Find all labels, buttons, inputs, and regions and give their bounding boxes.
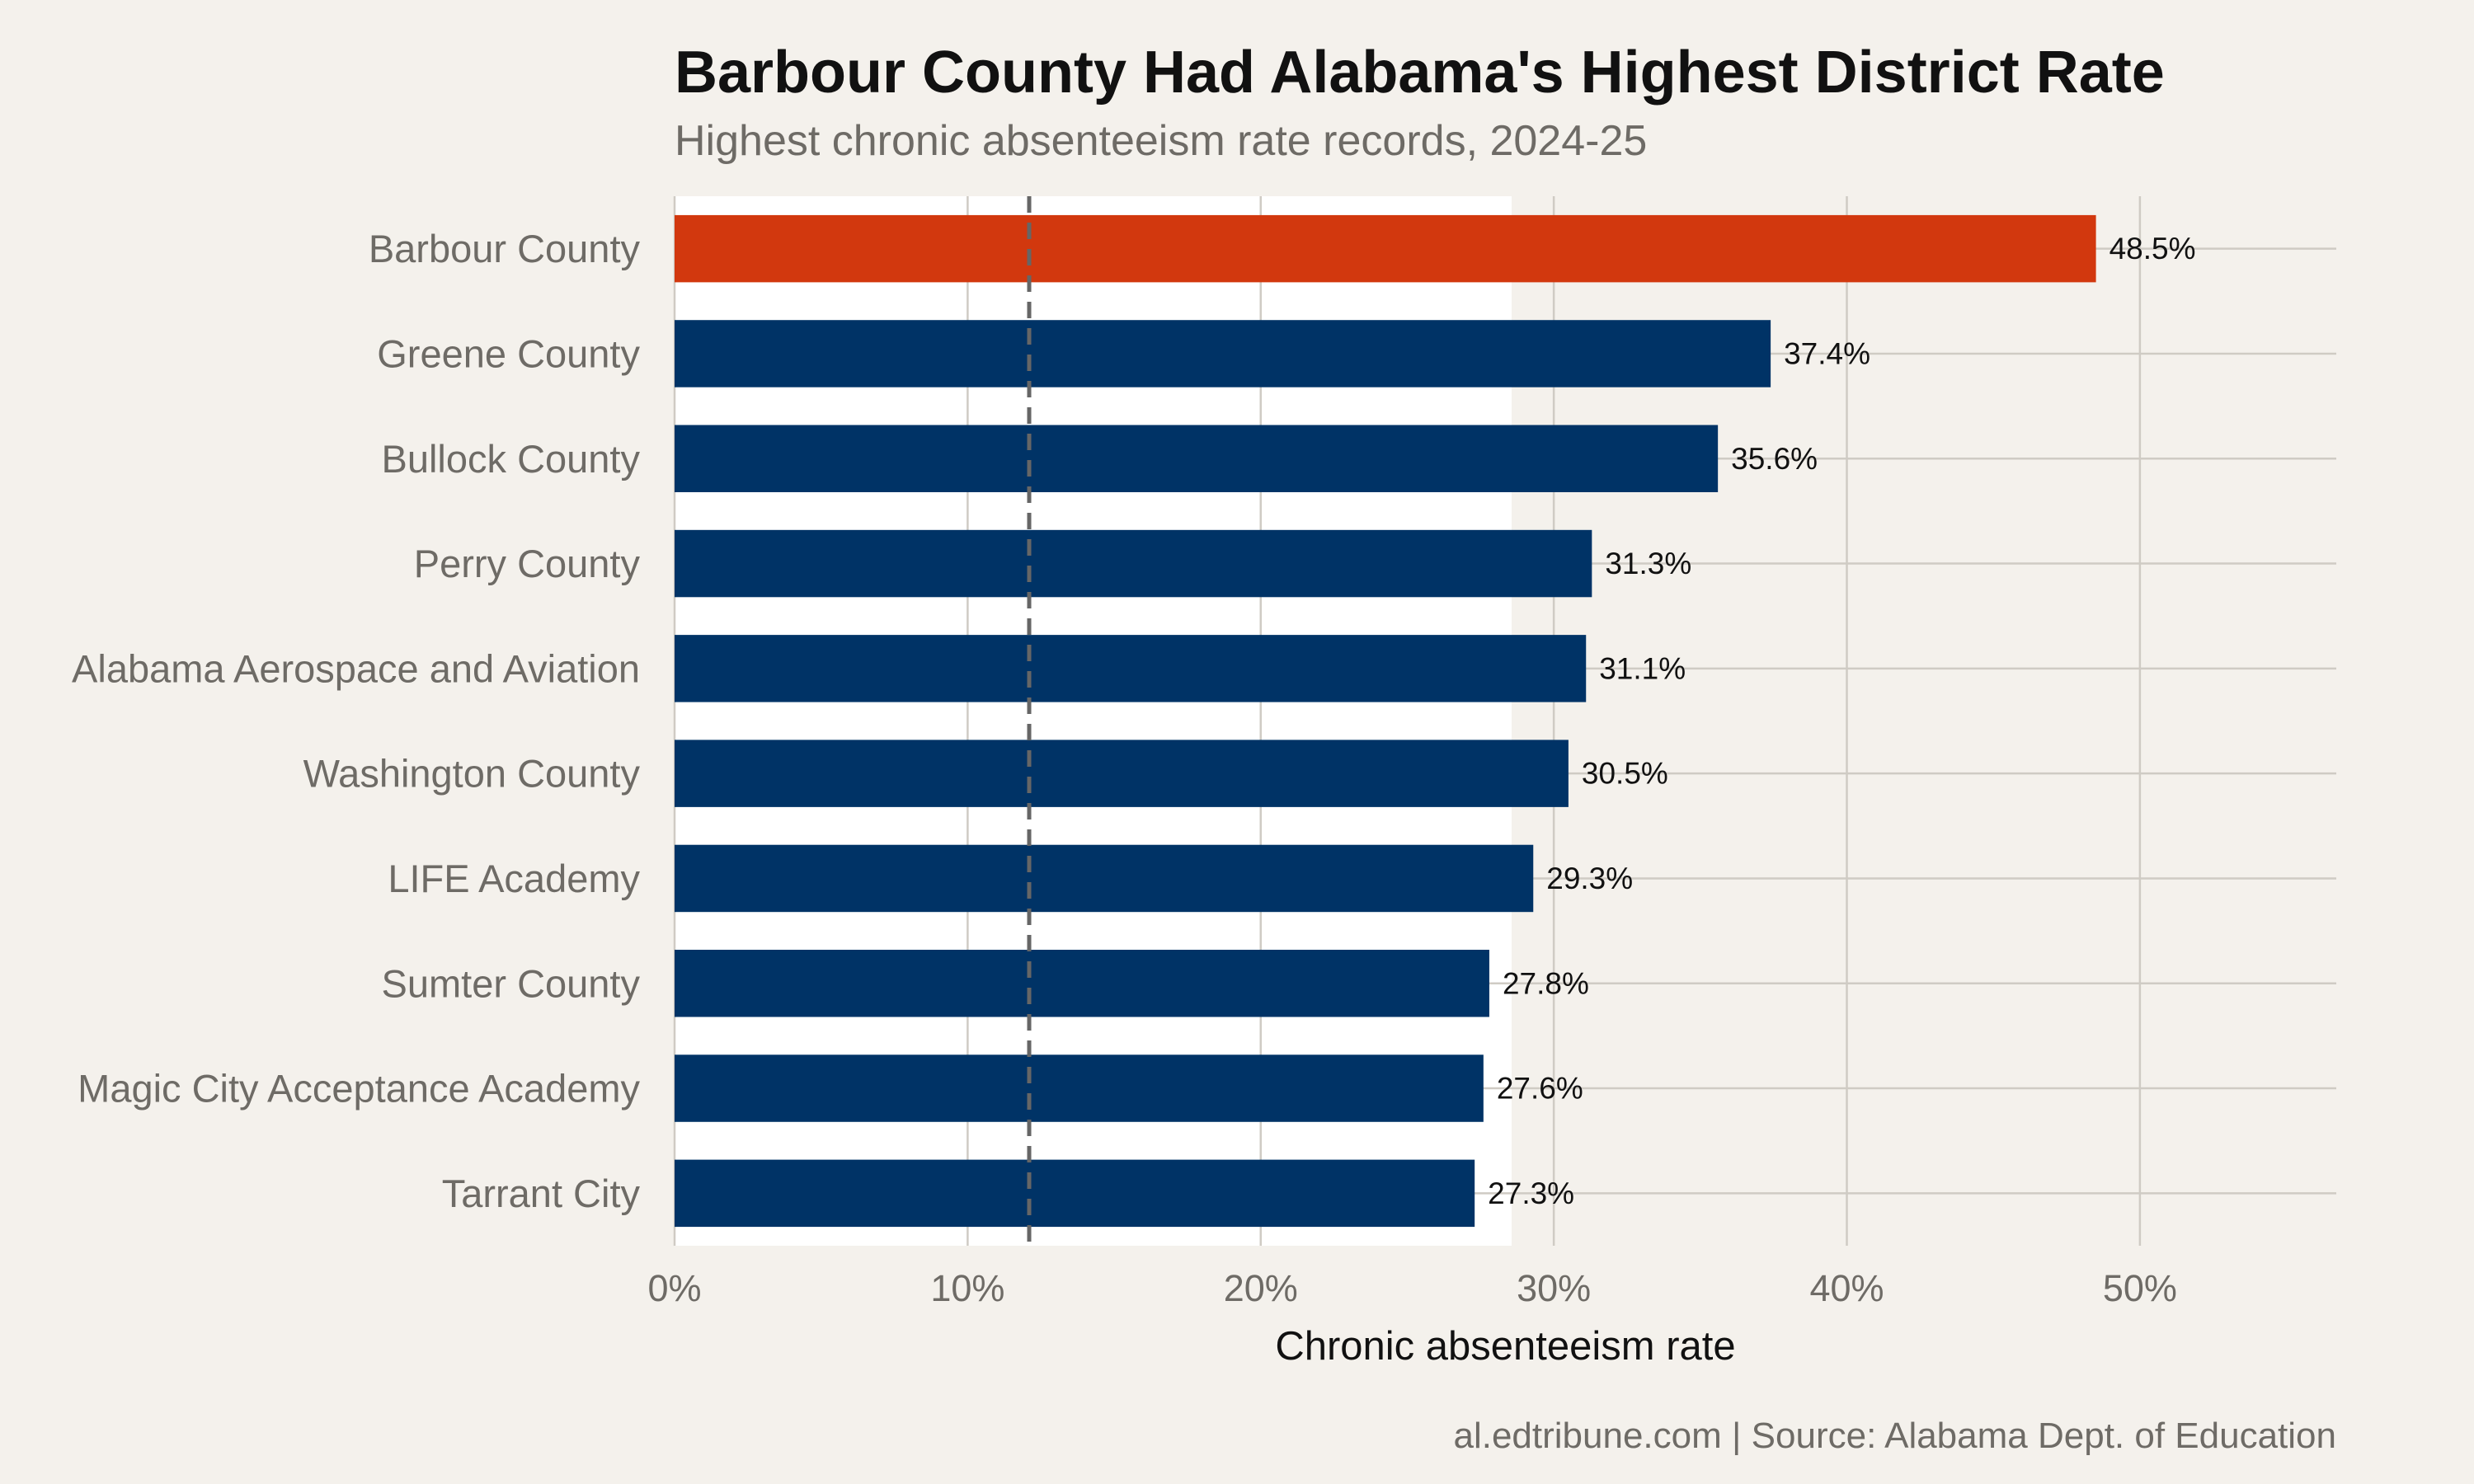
category-label: Barbour County [369, 227, 641, 270]
bar-highlight [675, 214, 2096, 283]
value-label: 35.6% [1731, 442, 1818, 476]
category-labels: Barbour County Greene County Bullock Count… [72, 227, 640, 1215]
value-label: 27.3% [1488, 1176, 1574, 1210]
category-label: Tarrant City [442, 1172, 641, 1215]
bar [675, 950, 1489, 1017]
x-tick-label: 40% [1809, 1267, 1884, 1309]
x-tick-label: 0% [647, 1267, 701, 1309]
x-axis-title: Chronic absenteeism rate [1275, 1324, 1735, 1369]
category-label: LIFE Academy [388, 857, 640, 900]
value-label: 31.1% [1599, 651, 1686, 685]
bar [675, 635, 1587, 702]
chart-subtitle: Highest chronic absenteeism rate records… [675, 117, 1648, 165]
x-tick-label: 10% [930, 1267, 1004, 1309]
x-tick-labels: 0% 10% 20% 30% 40% 50% [647, 1267, 2176, 1309]
bar [675, 740, 1569, 807]
category-label: Bullock County [382, 437, 641, 481]
bars [675, 214, 2096, 1228]
category-label: Magic City Acceptance Academy [78, 1067, 640, 1111]
x-tick-label: 20% [1224, 1267, 1298, 1309]
bar [675, 1054, 1484, 1122]
value-label: 48.5% [2109, 232, 2196, 265]
chart-title: Barbour County Had Alabama's Highest Dis… [675, 40, 2165, 106]
value-label: 27.8% [1503, 966, 1589, 1000]
bar [675, 1159, 1475, 1228]
category-label: Perry County [414, 542, 641, 585]
value-label: 30.5% [1582, 757, 1668, 791]
category-label: Alabama Aerospace and Aviation [72, 646, 640, 690]
value-label: 31.3% [1605, 547, 1691, 580]
chart-caption: al.edtribune.com | Source: Alabama Dept.… [1453, 1416, 2336, 1456]
category-label: Washington County [303, 752, 641, 796]
bar [675, 844, 1534, 913]
x-tick-label: 50% [2103, 1267, 2177, 1309]
category-label: Sumter County [382, 961, 641, 1005]
value-label: 27.6% [1497, 1072, 1583, 1106]
value-label: 29.3% [1546, 862, 1633, 895]
value-labels: 48.5% 37.4% 35.6% 31.3% 31.1% 30.5% 29.3% 27.8%… [1488, 232, 2195, 1210]
bar [675, 320, 1771, 387]
x-tick-label: 30% [1517, 1267, 1591, 1309]
bar [675, 425, 1719, 492]
category-label: Greene County [377, 331, 640, 375]
bar [675, 529, 1592, 598]
value-label: 37.4% [1784, 336, 1870, 370]
